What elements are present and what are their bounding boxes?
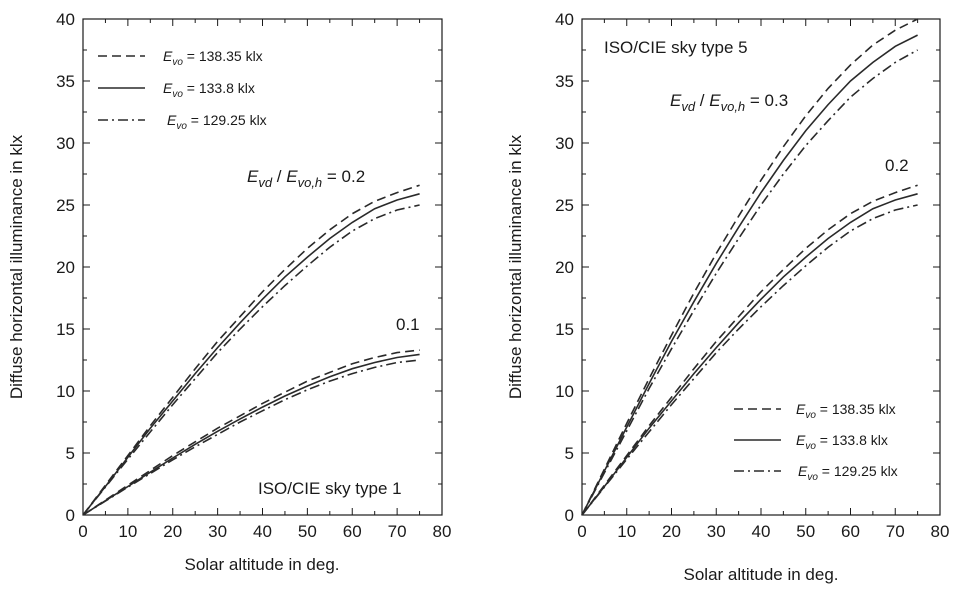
legend-entry-2: Evo = 133.8 klx [163, 80, 255, 100]
y-tick-label: 40 [56, 10, 75, 29]
data-curves [82, 184, 420, 516]
series-line-dashdot-0_2 [581, 204, 918, 516]
x-tick-label: 50 [298, 522, 317, 541]
y-tick-labels: 0 5 10 15 20 25 30 35 40 [56, 10, 75, 525]
series-line-dashdot-0_1 [82, 359, 420, 516]
y-tick-label: 20 [56, 258, 75, 277]
x-tick-label: 80 [931, 522, 950, 541]
y-axis-label: Diffuse horizontal illuminance in klx [7, 134, 26, 399]
y-tick-label: 20 [555, 258, 574, 277]
axis-ticks [581, 18, 941, 516]
x-tick-label: 20 [163, 522, 182, 541]
y-tick-label: 0 [565, 506, 574, 525]
x-tick-label: 30 [208, 522, 227, 541]
low-curve-label: 0.2 [885, 156, 909, 175]
x-tick-label: 50 [796, 522, 815, 541]
x-tick-label: 30 [707, 522, 726, 541]
x-tick-labels: 0 10 20 30 40 50 60 70 80 [577, 522, 949, 541]
x-tick-label: 10 [118, 522, 137, 541]
x-tick-labels: 0 10 20 30 40 50 60 70 80 [78, 522, 451, 541]
x-tick-label: 10 [617, 522, 636, 541]
y-tick-label: 25 [555, 196, 574, 215]
legend-entry-3: Evo = 129.25 klx [167, 112, 267, 132]
y-tick-label: 10 [56, 382, 75, 401]
x-axis-label: Solar altitude in deg. [684, 565, 839, 584]
y-tick-label: 40 [555, 10, 574, 29]
y-tick-label: 15 [555, 320, 574, 339]
legend: Evo = 138.35 klx Evo = 133.8 klx Evo = 1… [734, 401, 898, 483]
x-tick-label: 70 [886, 522, 905, 541]
y-tick-label: 5 [66, 444, 75, 463]
series-line-solid-0_2 [581, 193, 918, 516]
x-tick-label: 40 [253, 522, 272, 541]
y-tick-label: 0 [66, 506, 75, 525]
series-line-dashed-0_3 [581, 18, 918, 516]
series-line-solid-0_1 [82, 353, 420, 516]
y-tick-label: 35 [555, 72, 574, 91]
y-tick-label: 10 [555, 382, 574, 401]
series-line-dashed-0_2 [581, 184, 918, 516]
legend-entry-1: Evo = 138.35 klx [796, 401, 896, 421]
series-line-solid-0_3 [581, 34, 918, 516]
y-tick-label: 30 [56, 134, 75, 153]
low-curve-label: 0.1 [396, 315, 420, 334]
y-axis-label: Diffuse horizontal illuminance in klx [506, 134, 525, 399]
x-tick-label: 60 [841, 522, 860, 541]
y-tick-label: 25 [56, 196, 75, 215]
left-chart: 0 10 20 30 40 50 60 70 80 0 5 10 15 20 25 30 35 40 Solar… [7, 10, 451, 574]
y-tick-label: 30 [555, 134, 574, 153]
data-curves [581, 18, 918, 516]
series-line-dashdot-0_2 [82, 204, 420, 516]
legend-entry-3: Evo = 129.25 klx [798, 463, 898, 483]
legend-entry-1: Evo = 138.35 klx [163, 48, 263, 68]
sky-type-label: ISO/CIE sky type 5 [604, 38, 748, 57]
axis-ticks [82, 18, 443, 516]
x-tick-label: 20 [662, 522, 681, 541]
series-line-dashed-0_2 [82, 184, 420, 516]
series-line-dashed-0_1 [82, 349, 420, 516]
x-tick-label: 40 [752, 522, 771, 541]
y-tick-label: 35 [56, 72, 75, 91]
y-tick-label: 15 [56, 320, 75, 339]
series-line-solid-0_2 [82, 193, 420, 516]
legend: Evo = 138.35 klx Evo = 133.8 klx Evo = 1… [98, 48, 267, 132]
x-axis-label: Solar altitude in deg. [185, 555, 340, 574]
right-chart: 0 10 20 30 40 50 60 70 80 0 5 10 15 20 25 30 35 40 Solar… [506, 10, 949, 584]
ratio-annotation: Evd / Evo,h = 0.2 [247, 167, 365, 190]
y-tick-label: 5 [565, 444, 574, 463]
x-tick-label: 60 [343, 522, 362, 541]
sky-type-label: ISO/CIE sky type 1 [258, 479, 402, 498]
x-tick-label: 0 [78, 522, 87, 541]
y-tick-labels: 0 5 10 15 20 25 30 35 40 [555, 10, 574, 525]
plot-frame [82, 18, 443, 516]
x-tick-label: 70 [388, 522, 407, 541]
legend-entry-2: Evo = 133.8 klx [796, 432, 888, 452]
x-tick-label: 0 [577, 522, 586, 541]
x-tick-label: 80 [433, 522, 452, 541]
ratio-annotation: Evd / Evo,h = 0.3 [670, 91, 788, 114]
